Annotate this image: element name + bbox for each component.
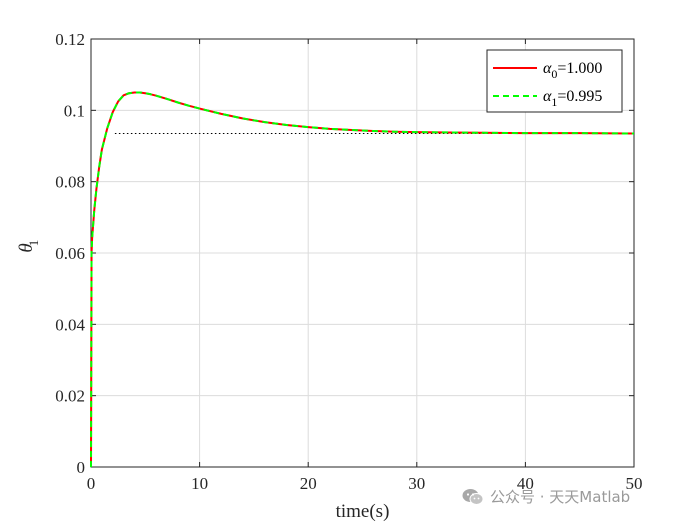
x-tick-label: 10 [191, 474, 208, 493]
y-tick-labels: 0 0.02 0.04 0.06 0.08 0.1 0.12 [55, 30, 85, 477]
x-tick-label: 20 [300, 474, 317, 493]
legend-label-0: α0=1.000 [543, 60, 602, 81]
series-layer [90, 91, 635, 468]
y-tick-label: 0.08 [55, 173, 85, 192]
y-tick-label: 0.12 [55, 30, 85, 49]
x-tick-label: 50 [626, 474, 643, 493]
x-axis-label: time(s) [336, 501, 390, 522]
series-line-1 [90, 91, 635, 468]
wechat-icon [462, 488, 484, 505]
x-tick-label: 40 [517, 474, 534, 493]
legend-box [486, 49, 623, 113]
y-axis-label-symbol: θ [16, 243, 37, 252]
legend: α0=1.000 α1=0.995 [486, 49, 623, 113]
y-tick-label: 0.1 [64, 101, 85, 120]
y-axis-label: θ 1 [16, 240, 41, 253]
y-tick-label: 0.06 [55, 244, 85, 263]
watermark: 公众号 · 天天Matlab [462, 486, 630, 507]
y-tick-label: 0.04 [55, 315, 85, 334]
x-tick-label: 0 [87, 474, 96, 493]
legend-label-1: α1=0.995 [543, 88, 602, 109]
x-tick-labels: 0 10 20 30 40 50 [87, 474, 643, 493]
y-tick-label: 0 [77, 458, 86, 477]
x-tick-label: 30 [408, 474, 425, 493]
watermark-text: 公众号 · 天天Matlab [490, 488, 631, 506]
y-axis-label-subscript: 1 [26, 240, 41, 247]
series-line-0 [90, 91, 635, 468]
y-tick-label: 0.02 [55, 387, 85, 406]
